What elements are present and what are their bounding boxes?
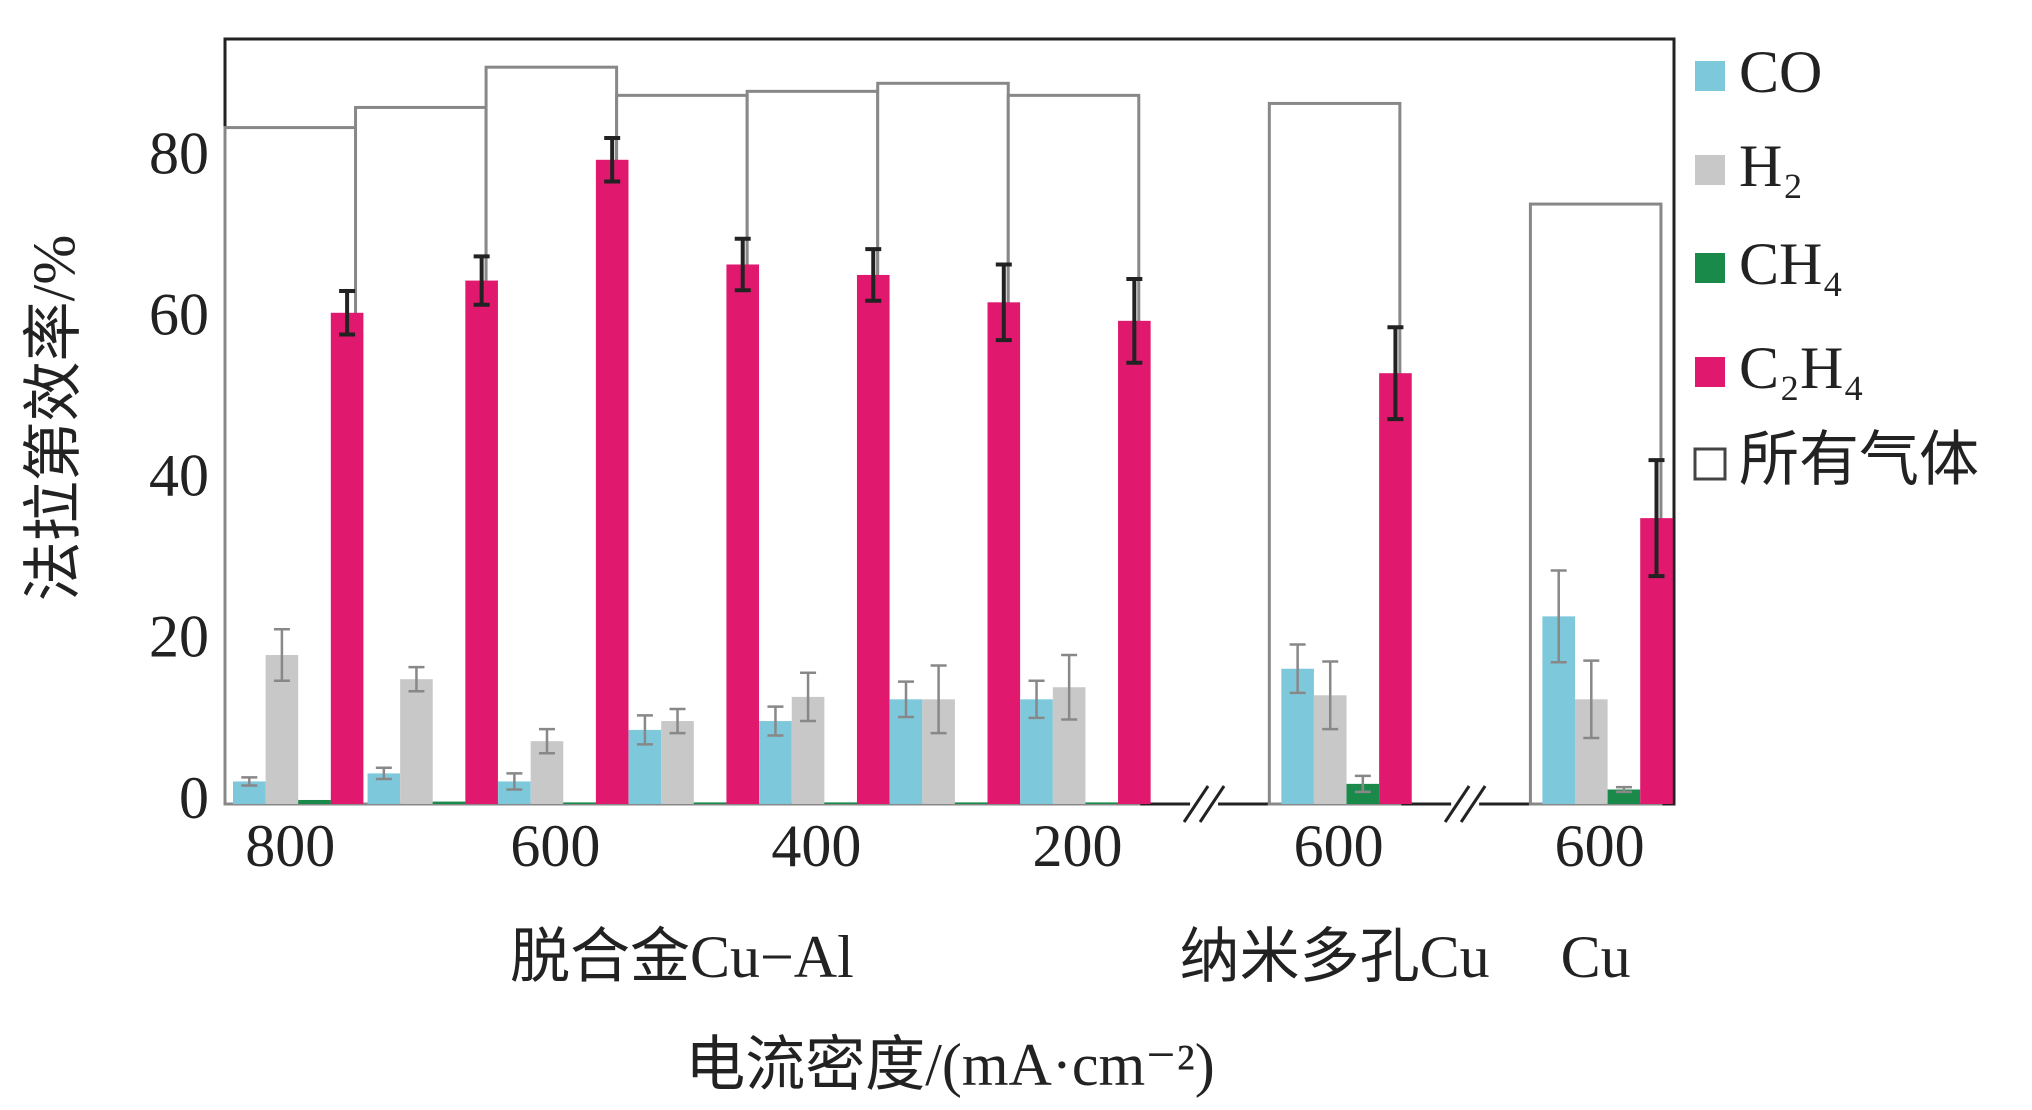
error-bar bbox=[1550, 569, 1567, 664]
y-tick-label: 40 bbox=[149, 443, 209, 509]
error-bar bbox=[1289, 643, 1306, 695]
error-bar bbox=[604, 136, 621, 184]
x-axis-label: 电流密度/(mA·cm⁻²) bbox=[685, 1032, 1215, 1098]
legend-swatch bbox=[1695, 61, 1725, 91]
x-tick-label: 600 bbox=[1555, 813, 1645, 879]
y-tick-label: 80 bbox=[149, 121, 209, 187]
bar bbox=[1118, 320, 1151, 804]
error-bar bbox=[241, 776, 258, 787]
axis-break bbox=[1459, 785, 1487, 823]
error-bar bbox=[506, 772, 523, 791]
y-tick-label: 20 bbox=[149, 604, 209, 670]
x-tick-label: 600 bbox=[510, 813, 600, 879]
legend-swatch bbox=[1695, 155, 1725, 185]
x-tick-label: 400 bbox=[771, 813, 861, 879]
legend-label: CH₄ bbox=[1739, 231, 1843, 297]
axis-break bbox=[1198, 785, 1226, 823]
bar bbox=[465, 280, 498, 804]
bar bbox=[954, 802, 988, 804]
x-tick-label: 200 bbox=[1033, 813, 1123, 879]
error-bar bbox=[1126, 276, 1143, 365]
error-bar bbox=[1583, 659, 1600, 740]
error-bar bbox=[669, 707, 686, 735]
error-bar bbox=[734, 236, 751, 293]
bar bbox=[726, 264, 760, 804]
error-bar bbox=[1061, 653, 1078, 721]
legend-label: C₂H₄ bbox=[1739, 335, 1864, 401]
bar bbox=[298, 799, 331, 804]
error-bar bbox=[636, 714, 653, 746]
bar bbox=[595, 159, 629, 804]
error-bar bbox=[1615, 785, 1632, 794]
bar bbox=[693, 802, 727, 804]
legend-label: CO bbox=[1739, 39, 1822, 105]
error-bar bbox=[800, 671, 817, 723]
bar bbox=[1346, 783, 1380, 804]
error-bar bbox=[375, 766, 392, 781]
y-axis-label: 法拉第效率/% bbox=[21, 235, 87, 602]
error-bar bbox=[1322, 660, 1339, 731]
legend-label: H₂ bbox=[1739, 133, 1803, 199]
total-box bbox=[745, 89, 880, 806]
error-bar bbox=[339, 289, 356, 337]
group-label: 脱合金Cu−Al bbox=[510, 924, 854, 990]
axis-break bbox=[1182, 785, 1210, 823]
bar bbox=[498, 781, 531, 804]
bar bbox=[661, 721, 694, 804]
group-label: 纳米多孔Cu bbox=[1180, 924, 1490, 990]
bar bbox=[400, 679, 433, 804]
bar bbox=[1085, 802, 1119, 804]
error-bar bbox=[1387, 325, 1404, 422]
legend-label: 所有气体 bbox=[1739, 427, 1979, 493]
y-tick-label: 0 bbox=[179, 765, 209, 831]
bar bbox=[987, 302, 1021, 804]
bar bbox=[330, 312, 364, 804]
error-bar bbox=[1648, 458, 1665, 579]
bar bbox=[432, 801, 466, 804]
error-bar bbox=[865, 247, 882, 303]
error-bar bbox=[1028, 679, 1045, 720]
bar bbox=[856, 274, 890, 804]
bar bbox=[1607, 789, 1641, 804]
x-tick-label: 800 bbox=[245, 813, 335, 879]
error-bar bbox=[473, 254, 490, 307]
legend-swatch bbox=[1695, 253, 1725, 283]
error-bar bbox=[995, 262, 1012, 343]
y-tick-label: 60 bbox=[149, 282, 209, 348]
legend-swatch bbox=[1695, 357, 1725, 387]
bar bbox=[563, 802, 596, 804]
error-bar bbox=[408, 665, 425, 693]
error-bar bbox=[1354, 774, 1371, 794]
bar bbox=[233, 781, 266, 804]
error-bar bbox=[898, 680, 915, 719]
error-bar bbox=[930, 664, 947, 735]
x-tick-label: 600 bbox=[1294, 813, 1384, 879]
error-bar bbox=[767, 705, 784, 737]
total-box bbox=[876, 81, 1010, 806]
error-bar bbox=[538, 727, 555, 755]
bar bbox=[824, 802, 857, 804]
bar bbox=[1379, 373, 1412, 804]
axis-break bbox=[1443, 785, 1471, 823]
group-label: Cu bbox=[1561, 924, 1631, 990]
legend-swatch bbox=[1693, 447, 1727, 481]
error-bar bbox=[273, 628, 290, 683]
